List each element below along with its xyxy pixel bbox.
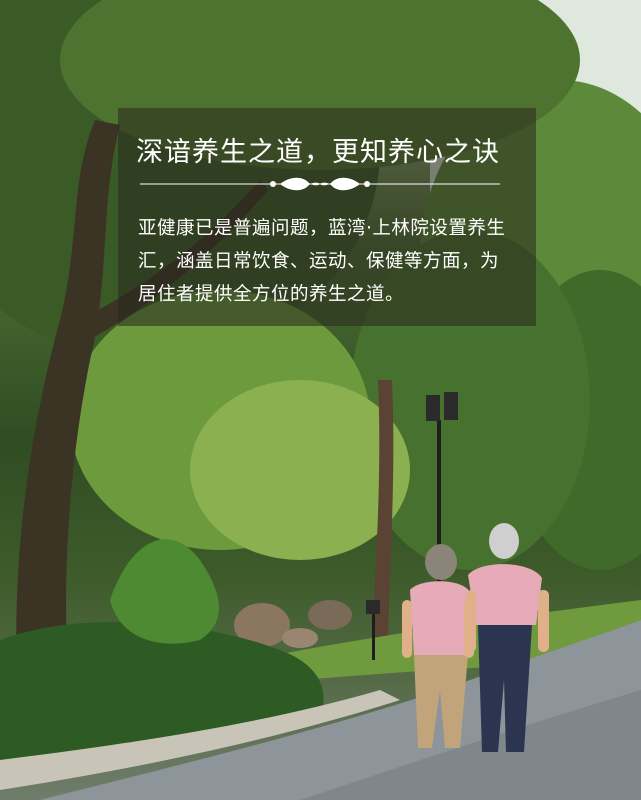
tree-trunk-center [372, 380, 394, 640]
road-shade [300, 690, 641, 800]
lamp-post [437, 420, 441, 630]
text-overlay-panel [118, 108, 536, 326]
rock [282, 628, 318, 648]
ornamental-divider [140, 177, 500, 191]
headline: 深谙养生之道，更知养心之诀 [136, 137, 500, 168]
elderly-woman [402, 544, 474, 748]
sunlit-foliage-bright [190, 380, 410, 560]
fern-plant [110, 539, 219, 644]
rock [234, 603, 290, 647]
lamp-head [426, 395, 440, 421]
lamp-head [444, 392, 458, 420]
curb [0, 690, 400, 790]
elderly-man [466, 523, 549, 752]
tree-trunk-left [16, 120, 121, 700]
small-lamp-post [372, 610, 375, 660]
tree-branch [60, 180, 268, 350]
body-paragraph: 亚健康已是普遍问题，蓝湾·上林院设置养生汇，涵盖日常饮食、运动、保健等方面，为居… [138, 218, 506, 305]
small-lamp-head [366, 600, 380, 614]
rock [308, 600, 352, 630]
